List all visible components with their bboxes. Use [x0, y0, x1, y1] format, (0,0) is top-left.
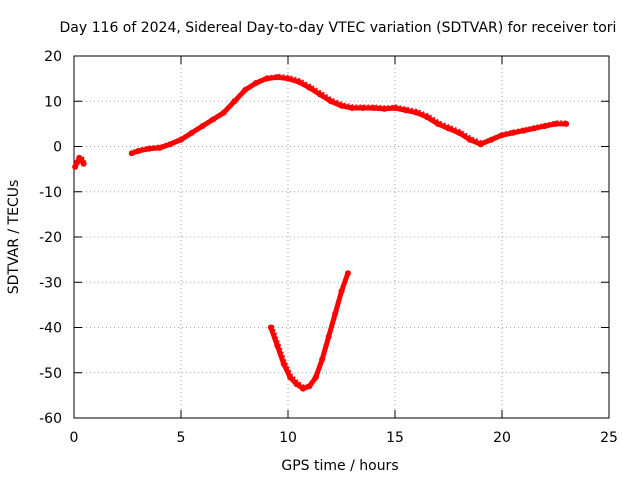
x-tick-label: 0: [70, 430, 79, 446]
data-point: [317, 91, 324, 98]
x-tick-label: 10: [279, 430, 297, 446]
data-point: [509, 129, 516, 136]
data-point: [167, 141, 174, 148]
data-point: [295, 78, 302, 85]
y-tick-label: 0: [53, 140, 62, 156]
data-point: [445, 125, 452, 132]
data-point: [72, 163, 79, 170]
series-trace-jitter: [132, 73, 568, 153]
x-tick-label: 5: [177, 430, 186, 446]
data-point: [280, 360, 287, 367]
data-point: [338, 102, 345, 109]
data-point: [242, 86, 249, 93]
series-upper-track-1: [72, 153, 87, 170]
data-point: [424, 114, 431, 121]
data-point: [285, 75, 291, 82]
y-axis-label: SDTVAR / TECUs: [6, 180, 22, 295]
data-point: [300, 385, 306, 392]
data-point: [80, 160, 87, 167]
data-point: [520, 127, 527, 134]
data-point: [199, 123, 206, 130]
x-tick-label: 15: [386, 430, 404, 446]
data-point: [370, 105, 377, 111]
data-point: [220, 109, 227, 116]
data-point: [306, 383, 313, 390]
data-point: [188, 129, 195, 136]
x-tick-label: 20: [493, 430, 511, 446]
x-tick-labels: 0 5 10 15 20 25: [70, 430, 618, 446]
data-point: [327, 98, 334, 105]
chart-title: Day 116 of 2024, Sidereal Day-to-day VTE…: [60, 20, 617, 36]
data-point: [563, 120, 570, 127]
data-point: [359, 105, 366, 111]
data-point: [319, 356, 326, 363]
data-series: [72, 73, 570, 392]
data-point: [306, 84, 313, 91]
data-point: [349, 105, 356, 111]
data-point: [541, 123, 548, 130]
data-point: [128, 150, 135, 157]
data-point: [434, 120, 441, 127]
data-point: [267, 324, 274, 331]
y-tick-label: -20: [39, 230, 62, 246]
y-tick-label: -40: [39, 321, 62, 337]
data-point: [210, 116, 217, 123]
y-tick-label: -10: [39, 185, 62, 201]
data-point: [325, 333, 332, 340]
data-point: [145, 145, 152, 152]
data-point: [312, 374, 319, 381]
data-point: [135, 148, 142, 154]
data-point: [531, 125, 538, 132]
y-tick-label: -30: [39, 275, 62, 291]
data-point: [344, 270, 351, 277]
y-tick-label: -60: [39, 411, 62, 427]
data-point: [477, 141, 484, 148]
data-point: [413, 109, 420, 116]
data-point: [381, 105, 388, 112]
data-point: [274, 74, 281, 81]
x-axis-label: GPS time / hours: [281, 458, 398, 474]
data-point: [332, 310, 339, 317]
data-point: [466, 136, 473, 143]
data-point: [402, 107, 409, 114]
data-point: [178, 136, 184, 143]
data-point: [293, 381, 300, 388]
series-trace: [268, 270, 351, 392]
y-tick-label: 10: [44, 94, 62, 110]
data-point: [252, 80, 259, 87]
grid-lines: [74, 56, 609, 418]
data-point: [156, 144, 163, 151]
data-point: [499, 132, 505, 139]
data-point: [488, 136, 495, 143]
y-tick-label: 20: [44, 49, 62, 65]
data-point: [287, 374, 294, 381]
data-point: [552, 120, 559, 127]
series-trace: [129, 74, 569, 156]
data-point: [392, 105, 398, 111]
data-point: [274, 342, 281, 349]
data-point: [456, 129, 463, 136]
series-upper-track-2: [128, 73, 570, 157]
series-lower-dip: [267, 270, 351, 392]
data-point: [231, 98, 238, 105]
axis-ticks: [73, 55, 610, 419]
y-tick-label: -50: [39, 366, 62, 382]
y-tick-labels: 20 10 0 -10 -20 -30 -40 -50 -60: [39, 49, 62, 427]
data-point: [338, 288, 345, 295]
data-point: [263, 75, 270, 82]
x-tick-label: 25: [600, 430, 618, 446]
